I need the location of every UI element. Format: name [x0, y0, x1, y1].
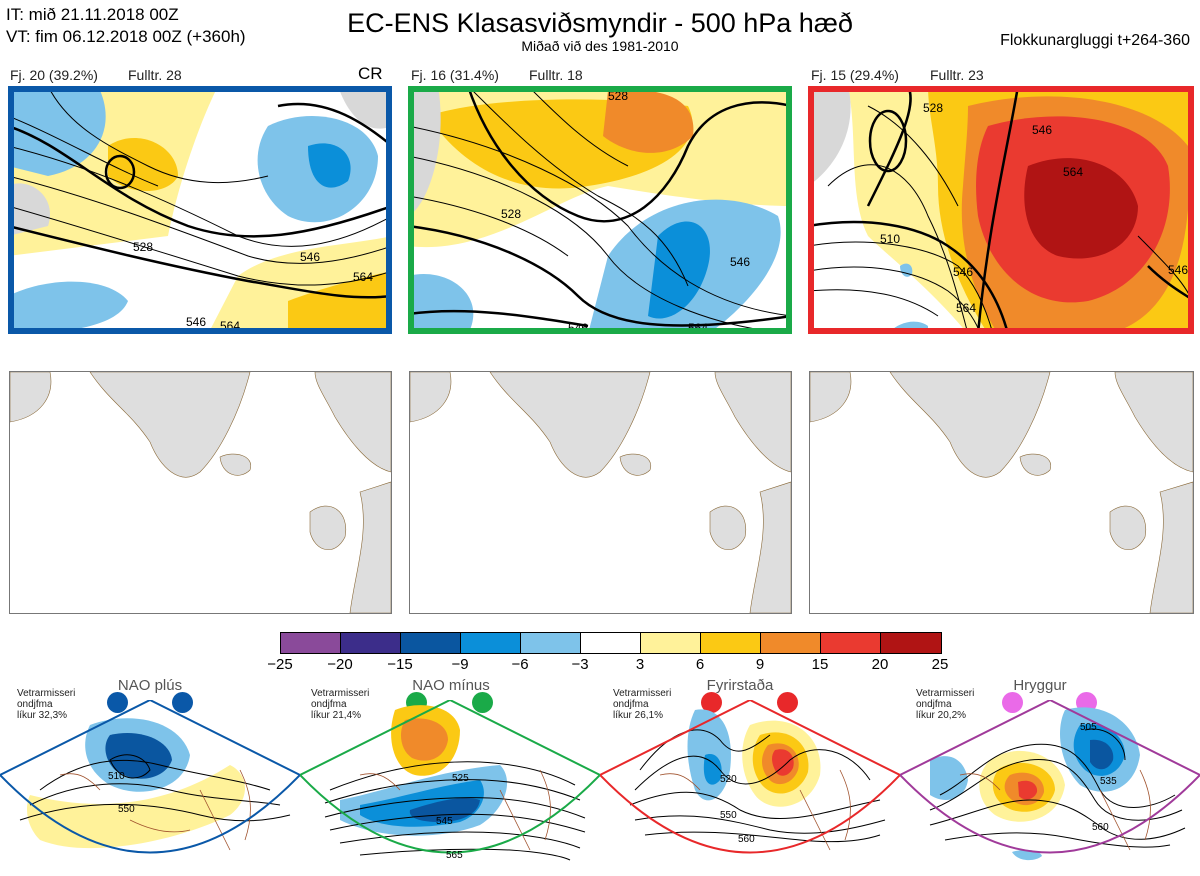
colorbar-tick: −25	[267, 656, 293, 673]
cluster-1-map: 528 546 564 546 564	[8, 86, 392, 334]
colorbar-bin	[820, 632, 881, 654]
page-title: EC-ENS Klasasviðsmyndir - 500 hPa hæð	[347, 8, 853, 38]
colorbar-tick: 6	[695, 656, 705, 673]
cluster-2-members: Fulltr. 18	[529, 67, 583, 83]
colorbar-bin	[700, 632, 761, 654]
regime-4-marker-left	[1002, 692, 1023, 713]
cluster-2-contour-label: 546	[730, 255, 750, 269]
regime-2-contour-label: 525	[452, 773, 469, 784]
regime-3-contour-label: 560	[738, 834, 755, 845]
regime-2-map: 525 545 565	[298, 698, 602, 871]
colorbar-tick: 3	[635, 656, 645, 673]
regime-3-contour-label: 520	[720, 774, 737, 785]
regime-1-contour-label: 550	[118, 804, 135, 815]
regime-4-contour-label: 560	[1092, 822, 1109, 833]
cluster-1-label: Fj. 20 (39.2%)	[10, 67, 98, 83]
colorbar-bin	[460, 632, 521, 654]
colorbar-tick: 9	[755, 656, 765, 673]
cluster-3-frame	[808, 86, 1194, 334]
valid-time: VT: fim 06.12.2018 00Z (+360h)	[6, 27, 246, 46]
cluster-3-members: Fulltr. 23	[930, 67, 984, 83]
regime-2-name: NAO mínus	[412, 677, 490, 694]
regime-1-note: Vetrarmisseri ondjfma líkur 32,3%	[17, 688, 76, 721]
colorbar-tick: −9	[451, 656, 469, 673]
cluster-2-frame	[408, 86, 792, 334]
colorbar-tick: −15	[387, 656, 413, 673]
regime-3-name: Fyrirstaða	[706, 677, 774, 694]
regime-4-contour-label: 535	[1100, 776, 1117, 787]
cluster-3-label: Fj. 15 (29.4%)	[811, 67, 899, 83]
cluster-1-contour-label: 564	[353, 270, 373, 284]
regime-4-note: Vetrarmisseri ondjfma líkur 20,2%	[916, 688, 975, 721]
cluster-2-label: Fj. 16 (31.4%)	[411, 67, 499, 83]
colorbar-bin	[880, 632, 942, 654]
regime-4-name: Hryggur	[1013, 677, 1067, 694]
cluster-1-frame	[8, 86, 392, 334]
colorbar-bin	[280, 632, 341, 654]
cluster-2-contour-label: 528	[501, 207, 521, 221]
colorbar-bin	[640, 632, 701, 654]
cluster-3-contour-label: 564	[956, 301, 976, 315]
cluster-3-secondary-map	[809, 371, 1194, 614]
cluster-1-members: Fulltr. 28	[128, 67, 182, 83]
cluster-2-secondary-map	[409, 371, 792, 614]
run-info: IT: mið 21.11.2018 00Z VT: fim 06.12.201…	[6, 4, 246, 48]
regime-1-map: 510 550	[0, 698, 302, 871]
cluster-3-contour-label: 510	[880, 232, 900, 246]
colorbar-bin	[340, 632, 401, 654]
regime-1-name: NAO plús	[117, 677, 183, 694]
cluster-3-map: 528 546 564 510 546 564 546	[808, 86, 1194, 334]
cluster-1-contour-label: 528	[133, 240, 153, 254]
cluster-2-map: 528 528 546 546 564	[408, 86, 792, 334]
colorbar-tick: 25	[931, 656, 949, 673]
colorbar-bin	[400, 632, 461, 654]
regime-2-contour-label: 545	[436, 816, 453, 827]
classification-window: Flokkunargluggi t+264-360	[1000, 32, 1190, 49]
cluster-3-contour-label: 546	[1032, 123, 1052, 137]
cluster-3-contour-label: 546	[1168, 263, 1188, 277]
regime-2-marker-right	[472, 692, 493, 713]
cluster-3-contour-label: 528	[923, 101, 943, 115]
initial-time: IT: mið 21.11.2018 00Z	[6, 5, 179, 24]
regime-3-contour-label: 550	[720, 810, 737, 821]
colorbar-bin	[580, 632, 641, 654]
page-subtitle: Miðað við des 1981-2010	[521, 38, 679, 54]
colorbar-tick: −6	[511, 656, 529, 673]
cluster-3-contour-label: 564	[1063, 165, 1083, 179]
regime-1-contour-label: 510	[108, 771, 125, 782]
colorbar-tick: 15	[811, 656, 829, 673]
cluster-1-tag: CR	[358, 64, 383, 83]
regime-3-map: 520 550 560	[598, 698, 902, 871]
colorbar-bin	[760, 632, 821, 654]
colorbar-bin	[520, 632, 581, 654]
colorbar-tick: −20	[327, 656, 353, 673]
regime-4-contour-label: 505	[1080, 722, 1097, 733]
regime-3-marker-right	[777, 692, 798, 713]
regime-4-map: 505 535 560	[898, 698, 1200, 871]
regime-3-marker-left	[701, 692, 722, 713]
cluster-1-secondary-map	[9, 371, 392, 614]
regime-2-contour-label: 565	[446, 850, 463, 861]
colorbar-tick: 20	[871, 656, 889, 673]
cluster-2-contour-label: 528	[608, 89, 628, 103]
colorbar-tick: −3	[571, 656, 589, 673]
cluster-1-contour-label: 546	[186, 315, 206, 329]
cluster-3-contour-label: 546	[953, 265, 973, 279]
regime-1-marker-left	[107, 692, 128, 713]
regime-3-note: Vetrarmisseri ondjfma líkur 26,1%	[613, 688, 672, 721]
regime-2-note: Vetrarmisseri ondjfma líkur 21,4%	[311, 688, 370, 721]
regime-1-marker-right	[172, 692, 193, 713]
cluster-1-contour-label: 546	[300, 250, 320, 264]
